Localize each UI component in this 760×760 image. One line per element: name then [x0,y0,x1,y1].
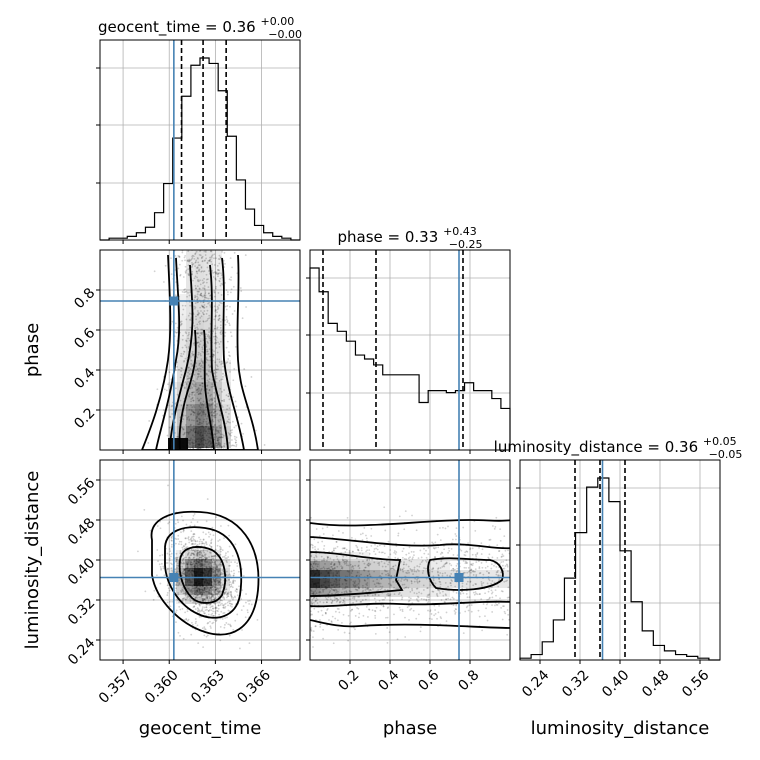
truth-marker [169,296,179,306]
contour [427,557,504,591]
axes-frame [99,249,301,451]
grid [520,460,720,660]
x-tick-label: 0.363 [188,667,228,707]
x-axis-label-geocent-time: geocent_time [139,718,262,739]
y-tick-label: 0.2 [71,405,98,432]
y-axis-label-luminosity-distance: luminosity_distance [22,471,43,650]
x-tick-label: 0.366 [234,667,274,707]
x-tick-label: 0.48 [639,667,672,700]
axes-frame [99,39,301,241]
x-axis-label-phase: phase [383,718,437,739]
y-axis-label-phase: phase [22,323,43,377]
contour [178,329,215,450]
density-luminosity-distance-vs-phase: 0.2 0.4 0.6 0.8 [306,459,511,694]
contour [155,257,245,450]
y-tick-label: 0.8 [71,285,98,312]
histogram-geocent-time [96,39,301,244]
title-phase: phase = 0.33 +0.43 −0.25 [338,225,483,251]
y-tick-label: 0.32 [65,595,98,628]
y-tick-label: 0.40 [65,555,98,588]
contour [310,519,510,629]
density-phase-vs-geocent-time: 0.2 0.4 0.6 0.8 [71,249,301,454]
axes-frame [309,249,511,451]
histogram-step [519,477,720,661]
x-tick-label: 0.360 [142,667,182,707]
contour [164,526,243,619]
density-cells [168,250,231,450]
grid [100,40,300,240]
axes-frame [519,459,721,661]
grid [310,250,510,450]
axes-frame [309,459,511,661]
histogram-phase [306,249,511,454]
y-tick-label: 0.24 [65,635,98,668]
x-tick-label: 0.56 [679,667,712,700]
title-geocent-time: geocent_time = 0.36 +0.00 −0.00 [98,15,302,41]
contour [310,551,404,597]
x-tick-label: 0.6 [415,667,442,694]
histogram-step [309,267,511,450]
contour [141,254,259,450]
x-tick-label: 0.40 [599,667,632,700]
x-axis-label-luminosity-distance: luminosity_distance [531,718,710,739]
y-tick-label: 0.6 [71,325,98,352]
y-tick-label: 0.48 [65,515,98,548]
axes-frame [99,459,301,661]
y-tick-label: 0.56 [65,475,98,508]
contour [169,264,229,450]
truth-marker [169,573,179,582]
x-tick-label: 0.2 [335,667,362,694]
contour [178,546,227,604]
contour [310,536,510,608]
histogram-step [100,57,300,241]
x-tick-label: 0.4 [375,667,402,694]
histogram-luminosity-distance: 0.24 0.32 0.40 0.48 0.56 [516,459,721,701]
density-luminosity-distance-vs-geocent-time: 0.357 0.360 0.363 0.366 0.24 0.32 0.40 0.48 0.56 [65,459,301,707]
grid [100,460,300,660]
truth-marker [454,573,464,582]
x-tick-label: 0.8 [455,667,482,694]
x-tick-label: 0.24 [519,667,552,700]
x-tick-label: 0.357 [96,667,136,707]
y-tick-label: 0.4 [71,365,98,392]
x-tick-label: 0.32 [559,667,592,700]
title-luminosity-distance: luminosity_distance = 0.36 +0.05 −0.05 [494,435,743,461]
density-cells [310,552,510,606]
sample-points [137,484,259,650]
contour [150,510,260,636]
